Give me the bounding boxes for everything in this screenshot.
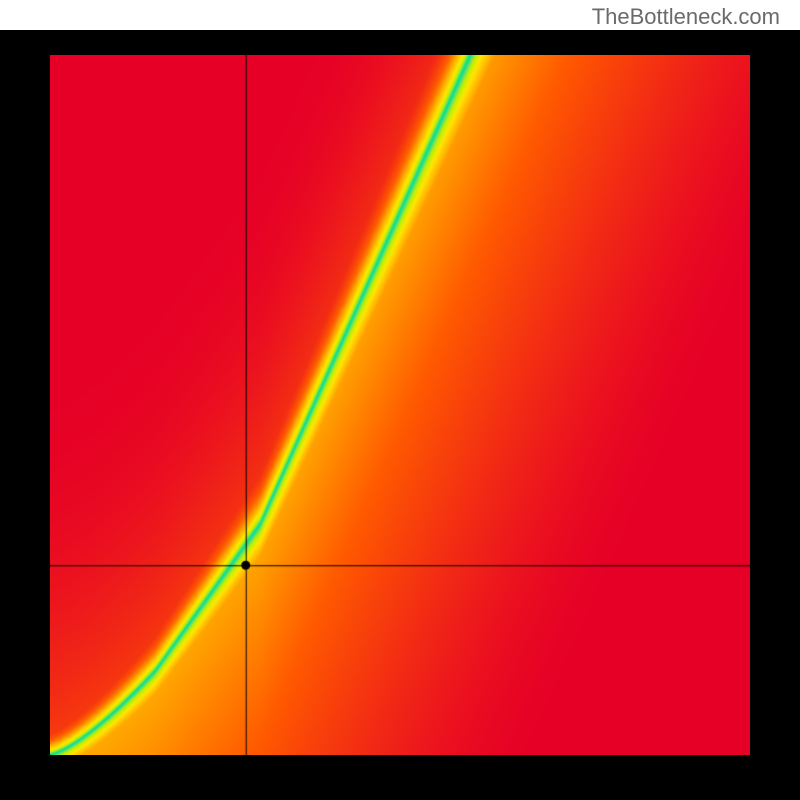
plot-area: [50, 55, 750, 755]
heatmap-canvas: [50, 55, 750, 755]
watermark: TheBottleneck.com: [592, 4, 780, 30]
plot-border: [0, 30, 800, 800]
